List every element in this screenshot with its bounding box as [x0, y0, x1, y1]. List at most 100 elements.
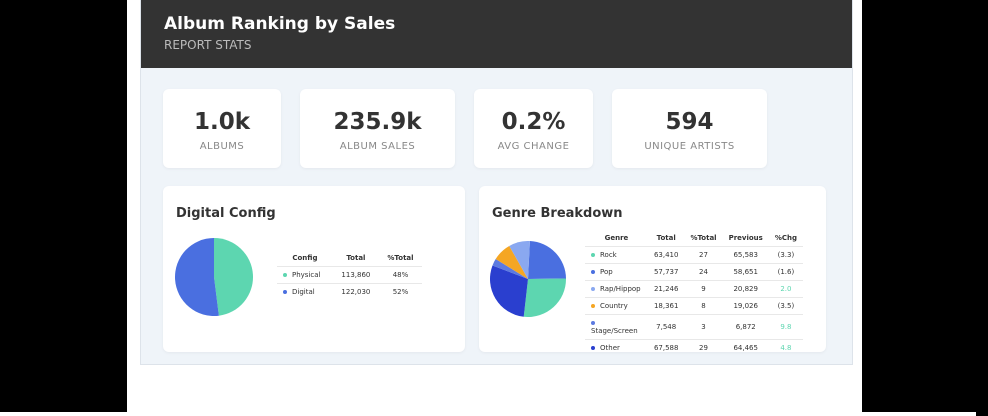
row-label: Rap/Hippop — [600, 285, 641, 293]
column-header: %Total — [690, 234, 717, 242]
kpi-avg-change: 0.2% AVG CHANGE — [474, 89, 593, 168]
kpi-album-sales: 235.9k ALBUM SALES — [300, 89, 455, 168]
cell-prev: 58,651 — [722, 263, 769, 281]
kpi-albums: 1.0k ALBUMS — [163, 89, 281, 168]
digital-config-title: Digital Config — [176, 206, 276, 221]
column-header: Genre — [604, 234, 629, 242]
cell-total: 57,737 — [647, 263, 685, 281]
kpi-unique-artists: 594 UNIQUE ARTISTS — [612, 89, 767, 168]
pie-slice-rock — [523, 278, 566, 317]
digital-config-table: Config Total %Total Physical 113,860 48% Digit… — [277, 250, 422, 300]
kpi-label: UNIQUE ARTISTS — [644, 141, 735, 152]
cell-total: 21,246 — [647, 280, 685, 298]
cell-pct: 9 — [684, 280, 723, 298]
row-label: Digital — [292, 288, 315, 296]
dashboard: Album Ranking by Sales REPORT STATS 1.0k… — [140, 0, 853, 365]
table-row: Other 67,588 29 64,465 4.8 — [585, 339, 803, 356]
genre-table: Genre Total %Total Previous %Chg Rock 63,410 27… — [585, 230, 803, 356]
cell-total: 7,548 — [647, 314, 685, 340]
cell-pct: 48% — [378, 266, 422, 284]
legend-dot-icon — [591, 253, 595, 257]
column-header: %Chg — [774, 234, 797, 242]
table-header: Genre Total %Total Previous %Chg — [585, 230, 803, 247]
legend-dot-icon — [591, 304, 595, 308]
table-row: Country 18,361 8 19,026 (3.5) — [585, 297, 803, 315]
row-label: Other — [600, 344, 620, 352]
kpi-label: AVG CHANGE — [497, 141, 570, 152]
cell-chg: 9.8 — [768, 314, 803, 340]
row-label: Stage/Screen — [591, 327, 638, 335]
cell-pct: 52% — [378, 283, 422, 300]
cell-total: 18,361 — [647, 297, 685, 315]
pie-slice-rap-hippop — [509, 241, 530, 279]
cell-chg: (1.6) — [768, 263, 803, 281]
cell-prev: 20,829 — [722, 280, 769, 298]
cell-chg: (3.5) — [768, 297, 803, 315]
digital-config-pie — [175, 238, 253, 316]
pie-slice-digital — [175, 238, 219, 316]
row-label: Country — [600, 302, 628, 310]
page-title: Album Ranking by Sales — [164, 14, 396, 34]
row-label: Physical — [292, 271, 321, 279]
kpi-value: 594 — [665, 109, 714, 135]
row-name: Country — [585, 297, 648, 315]
cell-chg: 2.0 — [768, 280, 803, 298]
row-name: Stage/Screen — [585, 314, 648, 340]
table-header: Config Total %Total — [277, 250, 422, 267]
cell-prev: 65,583 — [722, 246, 769, 264]
cell-prev: 64,465 — [722, 339, 769, 356]
pie-slice-stage-screen — [492, 259, 528, 279]
row-label: Rock — [600, 251, 617, 259]
column-header: Previous — [728, 234, 763, 242]
bottom-strip — [0, 412, 976, 416]
table-row: Pop 57,737 24 58,651 (1.6) — [585, 263, 803, 281]
cell-total: 122,030 — [332, 283, 379, 300]
column-header: Config — [292, 254, 318, 262]
legend-dot-icon — [591, 287, 595, 291]
cell-pct: 3 — [684, 314, 723, 340]
cell-pct: 27 — [684, 246, 723, 264]
table-row: Rock 63,410 27 65,583 (3.3) — [585, 246, 803, 264]
cell-total: 113,860 — [332, 266, 379, 284]
column-header: Total — [656, 234, 676, 242]
cell-total: 67,588 — [647, 339, 685, 356]
legend-dot-icon — [591, 270, 595, 274]
kpi-value: 1.0k — [193, 109, 251, 135]
row-label: Pop — [600, 268, 613, 276]
cell-chg: 4.8 — [768, 339, 803, 356]
cell-total: 63,410 — [647, 246, 685, 264]
kpi-label: ALBUMS — [199, 141, 245, 152]
cell-pct: 29 — [684, 339, 723, 356]
row-name: Other — [585, 339, 648, 356]
pie-slice-physical — [214, 238, 253, 316]
genre-breakdown-card: Genre Breakdown Genre Total %Total Previous… — [479, 186, 826, 356]
legend-dot-icon — [283, 290, 287, 294]
digital-config-card: Digital Config Config Total %Total Physical… — [163, 186, 465, 352]
cell-pct: 8 — [684, 297, 723, 315]
genre-pie — [490, 241, 566, 317]
cell-pct: 24 — [684, 263, 723, 281]
table-row: Physical 113,860 48% — [277, 266, 422, 284]
table-row: Stage/Screen 7,548 3 6,872 9.8 — [585, 314, 803, 340]
header: Album Ranking by Sales REPORT STATS — [141, 0, 852, 68]
column-header: Total — [346, 254, 366, 262]
genre-breakdown-title: Genre Breakdown — [492, 206, 623, 221]
page-subtitle: REPORT STATS — [164, 38, 252, 52]
kpi-value: 0.2% — [501, 109, 566, 135]
column-header: %Total — [387, 254, 414, 262]
row-name: Digital — [277, 283, 333, 300]
legend-dot-icon — [591, 321, 595, 325]
row-name: Rock — [585, 246, 648, 264]
table-row: Digital 122,030 52% — [277, 283, 422, 300]
pie-slice-country — [495, 245, 528, 279]
cell-prev: 19,026 — [722, 297, 769, 315]
pie-slice-pop — [528, 241, 566, 279]
table-row: Rap/Hippop 21,246 9 20,829 2.0 — [585, 280, 803, 298]
kpi-label: ALBUM SALES — [339, 141, 416, 152]
cell-chg: (3.3) — [768, 246, 803, 264]
legend-dot-icon — [591, 346, 595, 350]
cell-prev: 6,872 — [722, 314, 769, 340]
row-name: Rap/Hippop — [585, 280, 648, 298]
page: Album Ranking by Sales REPORT STATS 1.0k… — [127, 0, 862, 412]
pie-slice-other — [490, 265, 528, 317]
